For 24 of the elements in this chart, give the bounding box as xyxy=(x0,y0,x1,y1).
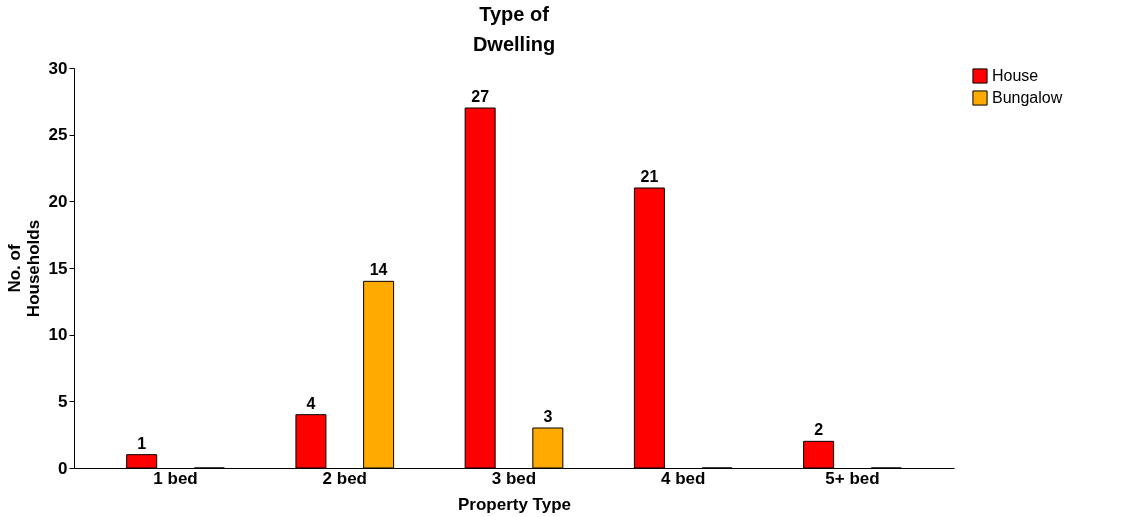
data-label: 3 xyxy=(543,408,553,425)
legend-label: Bungalow xyxy=(992,89,1063,106)
data-label: 14 xyxy=(369,261,388,279)
x-tick-label: 4 bed xyxy=(661,468,706,488)
y-axis-title: No. of Households xyxy=(4,219,43,318)
y-tick-label: 30 xyxy=(48,58,68,78)
y-tick-label: 20 xyxy=(48,191,68,211)
y-tick-label: 0 xyxy=(58,458,68,478)
y-tick-label: 15 xyxy=(48,258,68,278)
data-label: 21 xyxy=(640,168,659,185)
chart-title: Type of Dwelling xyxy=(472,3,556,55)
data-label: 27 xyxy=(471,88,490,105)
data-label: 1 xyxy=(137,434,147,452)
x-tick-label: 3 bed xyxy=(491,468,537,488)
legend-label: House xyxy=(992,67,1039,84)
y-tick-label: 25 xyxy=(48,125,68,145)
x-tick-label: 5+ bed xyxy=(825,468,880,488)
x-tick-label: 1 bed xyxy=(153,468,198,488)
data-label: 2 xyxy=(814,421,824,439)
y-tick-label: 5 xyxy=(58,391,68,411)
data-label: 4 xyxy=(306,394,316,412)
x-tick-label: 2 bed xyxy=(322,468,367,488)
x-axis-title: Property Type xyxy=(457,494,572,514)
y-tick-label: 10 xyxy=(48,325,68,345)
